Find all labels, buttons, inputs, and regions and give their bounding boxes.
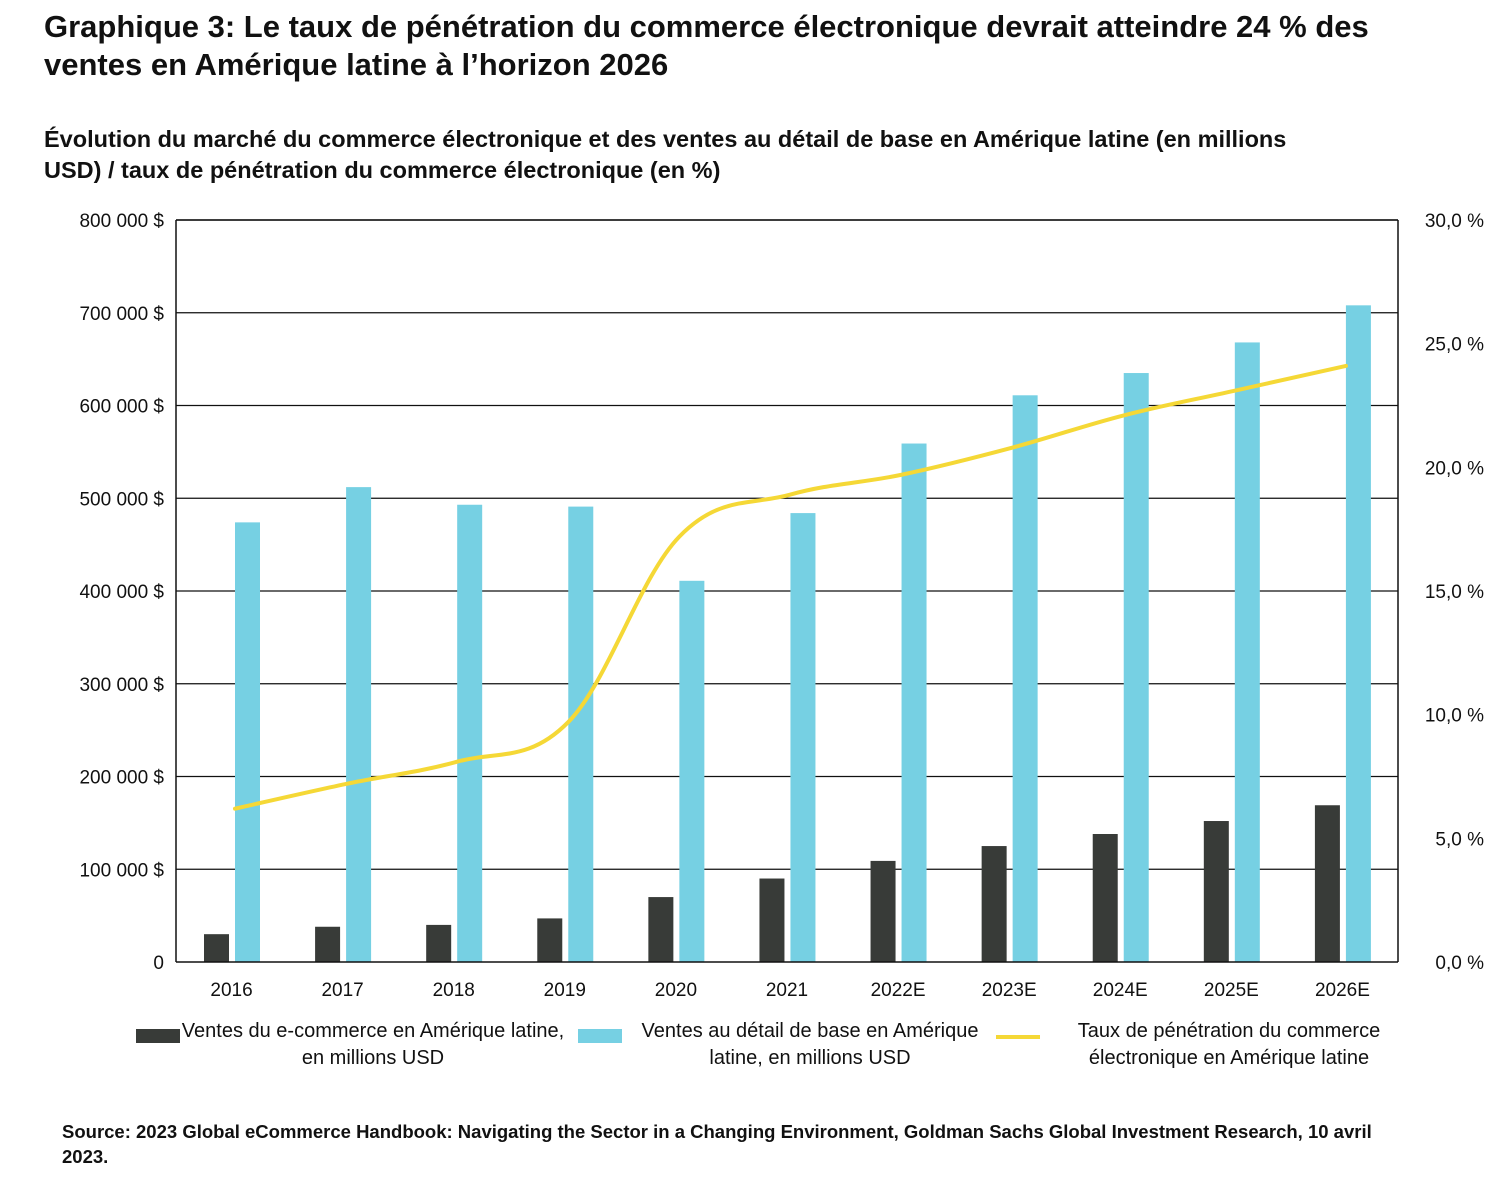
y-left-tick-label: 600 000 $ bbox=[79, 397, 164, 418]
legend-label-retail: Ventes au détail de base en Amérique lat… bbox=[641, 1020, 979, 1069]
bar-ecommerce bbox=[870, 860, 896, 962]
axes bbox=[175, 219, 1399, 963]
bars bbox=[204, 305, 1371, 963]
y-right-tick-label: 10,0 % bbox=[1425, 706, 1484, 727]
bar-retail bbox=[901, 443, 927, 963]
bar-ecommerce bbox=[981, 846, 1007, 962]
tick-labels: 0 100 000 $ 200 000 $ 300 000 $ 400 000 $ 500… bbox=[79, 211, 1484, 1001]
bar-ecommerce bbox=[1203, 821, 1229, 962]
chart-title: Graphique 3: Le taux de pénétration du c… bbox=[44, 9, 1369, 82]
x-tick-label: 2019 bbox=[544, 980, 586, 1001]
source-note: Source: 2023 Global eCommerce Handbook: … bbox=[62, 1121, 1372, 1167]
x-tick-label: 2021 bbox=[766, 980, 808, 1001]
penetration-line-group bbox=[233, 363, 1348, 811]
bar-ecommerce bbox=[537, 918, 563, 962]
x-tick-label: 2018 bbox=[433, 980, 475, 1001]
x-tick-label: 2022E bbox=[871, 980, 926, 1001]
bar-ecommerce bbox=[648, 897, 674, 962]
chart-subtitle: Évolution du marché du commerce électron… bbox=[44, 126, 1287, 183]
bar-retail bbox=[1345, 305, 1371, 963]
x-tick-label: 2024E bbox=[1093, 980, 1148, 1001]
y-right-tick-label: 15,0 % bbox=[1425, 582, 1484, 603]
bar-retail bbox=[1012, 395, 1038, 962]
y-left-tick-label: 200 000 $ bbox=[79, 768, 164, 789]
x-tick-label: 2016 bbox=[210, 980, 252, 1001]
legend-swatch-rate bbox=[996, 1035, 1040, 1039]
y-left-tick-label: 300 000 $ bbox=[79, 675, 164, 696]
y-right-tick-label: 30,0 % bbox=[1425, 211, 1484, 232]
y-left-tick-label: 400 000 $ bbox=[79, 582, 164, 603]
y-right-tick-label: 25,0 % bbox=[1425, 335, 1484, 356]
y-left-tick-label: 800 000 $ bbox=[79, 211, 164, 232]
x-tick-label: 2025E bbox=[1204, 980, 1259, 1001]
penetration-rate-line bbox=[233, 363, 1348, 811]
bar-retail bbox=[235, 522, 260, 962]
y-right-tick-label: 20,0 % bbox=[1425, 458, 1484, 479]
bar-retail bbox=[1234, 342, 1260, 962]
y-right-tick-label: 0,0 % bbox=[1435, 953, 1484, 974]
x-tick-label: 2020 bbox=[655, 980, 697, 1001]
bar-ecommerce bbox=[315, 926, 341, 962]
bar-retail bbox=[1123, 373, 1149, 963]
x-tick-label: 2017 bbox=[321, 980, 363, 1001]
bar-retail bbox=[790, 513, 816, 962]
y-left-tick-label: 700 000 $ bbox=[79, 304, 164, 325]
y-right-tick-label: 5,0 % bbox=[1435, 829, 1484, 850]
y-left-tick-label: 100 000 $ bbox=[79, 860, 164, 881]
bar-retail bbox=[457, 504, 483, 962]
legend-label-ecommerce: Ventes du e-commerce en Amérique latine,… bbox=[181, 1020, 565, 1069]
y-left-tick-label: 500 000 $ bbox=[79, 489, 164, 510]
bar-ecommerce bbox=[204, 934, 229, 962]
bar-ecommerce bbox=[1092, 834, 1118, 962]
y-left-tick-label: 0 bbox=[153, 953, 164, 974]
x-tick-label: 2023E bbox=[982, 980, 1037, 1001]
bar-retail bbox=[679, 580, 705, 962]
x-tick-label: 2026E bbox=[1315, 980, 1370, 1001]
bar-ecommerce bbox=[426, 924, 452, 962]
bar-retail bbox=[568, 506, 594, 962]
legend-label-rate: Taux de pénétration du commerce électron… bbox=[1077, 1020, 1381, 1069]
bar-ecommerce bbox=[1314, 805, 1340, 962]
bar-retail bbox=[346, 487, 372, 962]
bar-ecommerce bbox=[759, 878, 785, 962]
legend-swatch-retail bbox=[578, 1029, 622, 1043]
legend-swatch-ecommerce bbox=[136, 1029, 180, 1043]
